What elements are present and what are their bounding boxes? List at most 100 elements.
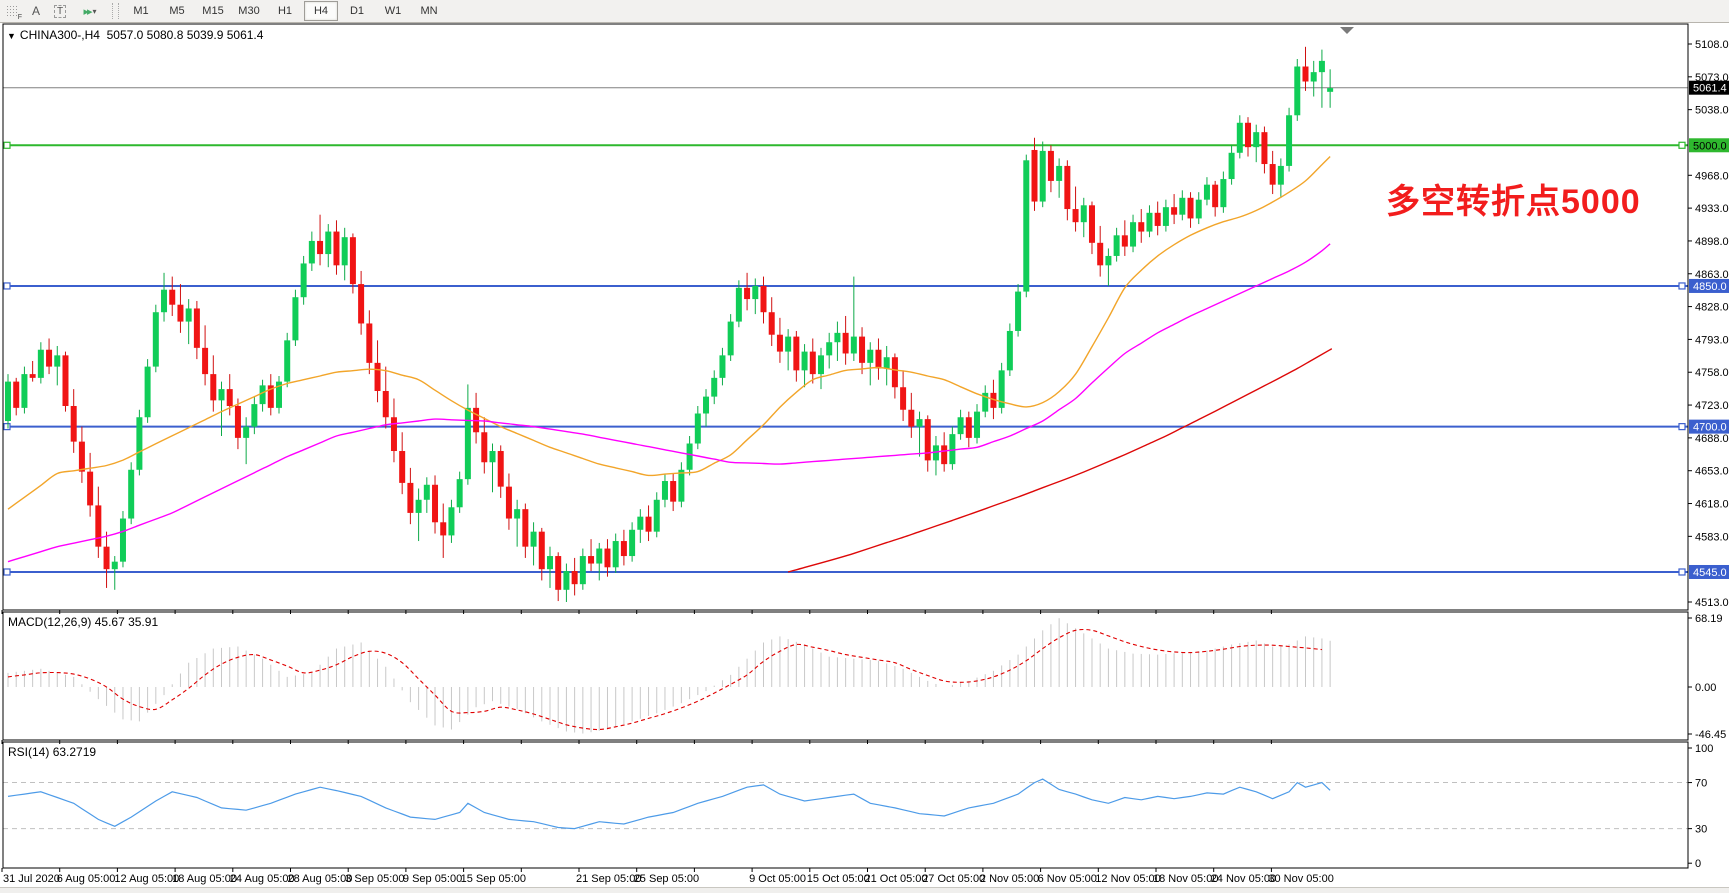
- toolbar-separator: [112, 3, 119, 19]
- price-tag-4850.0: [1689, 278, 1729, 293]
- time-label: 31 Jul 2020: [3, 873, 60, 885]
- price-tick-label: 4828.0: [1695, 302, 1729, 314]
- hline-4850.0[interactable]: [3, 282, 1688, 290]
- time-label: 6 Aug 05:00: [57, 873, 116, 885]
- time-label: 15 Oct 05:00: [807, 873, 870, 885]
- main-price-panel[interactable]: [3, 27, 1688, 602]
- time-label: 30 Nov 05:00: [1268, 873, 1333, 885]
- price-axis[interactable]: 5108.05073.05038.04968.04933.04898.04863…: [1688, 39, 1729, 870]
- timeframe-mn[interactable]: MN: [420, 5, 438, 17]
- macd-tick-label: 68.19: [1695, 613, 1723, 625]
- price-tick-label: 5038.0: [1695, 105, 1729, 117]
- time-label: 24 Nov 05:00: [1211, 873, 1276, 885]
- macd-tick-label: 0.00: [1695, 682, 1716, 694]
- price-tick-label: 4723.0: [1695, 400, 1729, 412]
- time-label: 3 Sep 05:00: [345, 873, 404, 885]
- rsi-tick-label: 100: [1695, 743, 1713, 755]
- time-label: 12 Aug 05:00: [114, 873, 179, 885]
- price-tag-text: 4850.0: [1693, 281, 1727, 293]
- rsi-indicator-label: RSI(14) 63.2719: [8, 745, 96, 759]
- text-tool-icon[interactable]: T: [49, 2, 71, 20]
- timeframe-h4[interactable]: H4: [304, 1, 338, 21]
- chevron-down-icon[interactable]: ▾: [92, 6, 97, 16]
- rsi-name: RSI(14): [8, 745, 50, 759]
- timeframe-m15[interactable]: M15: [202, 5, 224, 17]
- price-tag-text: 5000.0: [1693, 140, 1727, 152]
- time-label: 12 Nov 05:00: [1095, 873, 1160, 885]
- time-label: 18 Nov 05:00: [1153, 873, 1218, 885]
- time-label: 28 Aug 05:00: [288, 873, 353, 885]
- price-tick-label: 4758.0: [1695, 367, 1729, 379]
- symbol-period-label: CHINA300-,H4: [19, 28, 100, 42]
- macd-signal-line: [7, 628, 1322, 731]
- time-label: 9 Oct 05:00: [749, 873, 806, 885]
- price-tag-5000.0: [1689, 138, 1729, 153]
- price-tick-label: 4513.0: [1695, 597, 1729, 609]
- macd-tick-label: -46.45: [1695, 729, 1726, 741]
- price-tag-4545.0: [1689, 564, 1729, 579]
- price-tick-label: 4653.0: [1695, 466, 1729, 478]
- macd-values: 45.67 35.91: [94, 615, 159, 629]
- status-strip: [0, 887, 1729, 893]
- chevron-down-icon[interactable]: ▼: [7, 31, 16, 41]
- candles: [5, 46, 1334, 602]
- timeframe-w1[interactable]: W1: [384, 5, 402, 17]
- current-price-tag: [1689, 80, 1729, 95]
- price-tag-text: 4700.0: [1693, 422, 1727, 434]
- rsi-line: [7, 778, 1331, 830]
- macd-panel[interactable]: [7, 618, 1331, 734]
- time-label: 21 Oct 05:00: [865, 873, 928, 885]
- timeframe-d1[interactable]: D1: [349, 5, 365, 17]
- price-tick-label: 4583.0: [1695, 531, 1729, 543]
- price-tag-text: 4545.0: [1693, 567, 1727, 579]
- time-label: 27 Oct 05:00: [922, 873, 985, 885]
- ma-fast-orange: [7, 156, 1331, 510]
- arrows-tool-icon[interactable]: ▸▸ ▾: [73, 2, 107, 20]
- panel-borders: [2, 23, 1689, 869]
- hline-4700.0[interactable]: [3, 423, 1688, 431]
- timeframe-group: M1 M5 M15 M30 H1 H4 D1 W1 MN: [123, 1, 447, 21]
- price-tick-label: 5108.0: [1695, 39, 1729, 51]
- hline-4545.0[interactable]: [3, 568, 1688, 576]
- time-label: 6 Nov 05:00: [1038, 873, 1097, 885]
- rsi-panel[interactable]: [3, 778, 1688, 830]
- timeframe-m1[interactable]: M1: [133, 5, 149, 17]
- ma-slow-red: [787, 348, 1333, 573]
- macd-name: MACD(12,26,9): [8, 615, 92, 629]
- time-label: 9 Sep 05:00: [403, 873, 462, 885]
- price-tick-label: 4688.0: [1695, 433, 1729, 445]
- time-label: 21 Sep 05:00: [576, 873, 641, 885]
- time-label: 15 Sep 05:00: [461, 873, 526, 885]
- arrows-glyph: ▸▸: [83, 5, 92, 18]
- timeframe-m30[interactable]: M30: [238, 5, 260, 17]
- time-label: 25 Sep 05:00: [634, 873, 699, 885]
- timeframe-m5[interactable]: M5: [169, 5, 185, 17]
- rsi-tick-label: 70: [1695, 778, 1707, 790]
- current-price-tag-text: 5061.4: [1693, 83, 1727, 95]
- letter-a-icon[interactable]: A: [25, 2, 47, 20]
- price-tick-label: 4793.0: [1695, 334, 1729, 346]
- text-tool-glyph: T: [53, 4, 67, 18]
- time-label: 2 Nov 05:00: [980, 873, 1039, 885]
- price-tag-4700.0: [1689, 419, 1729, 434]
- hline-5000.0[interactable]: [3, 141, 1688, 149]
- ma-mid-magenta: [7, 243, 1331, 563]
- ohlc-values: 5057.0 5080.8 5039.9 5061.4: [106, 28, 264, 42]
- timeframe-h1[interactable]: H1: [277, 5, 293, 17]
- rsi-value: 63.2719: [52, 745, 97, 759]
- price-tick-label: 4898.0: [1695, 236, 1729, 248]
- text-annotation[interactable]: 多空转折点5000: [1386, 183, 1641, 221]
- time-label: 24 Aug 05:00: [230, 873, 295, 885]
- price-tick-label: 4968.0: [1695, 170, 1729, 182]
- chart-title: ▼ CHINA300-,H4 5057.0 5080.8 5039.9 5061.…: [7, 28, 263, 42]
- letter-a-glyph: A: [31, 4, 40, 18]
- toolbar: F A T ▸▸ ▾ M1 M5 M15 M30 H1 H4 D1 W1 MN: [0, 0, 1729, 23]
- rsi-tick-label: 30: [1695, 824, 1707, 836]
- price-tick-label: 4863.0: [1695, 269, 1729, 281]
- grid-f-icon[interactable]: F: [1, 2, 23, 21]
- scroll-end-marker[interactable]: [1340, 27, 1354, 34]
- price-tick-label: 4618.0: [1695, 499, 1729, 511]
